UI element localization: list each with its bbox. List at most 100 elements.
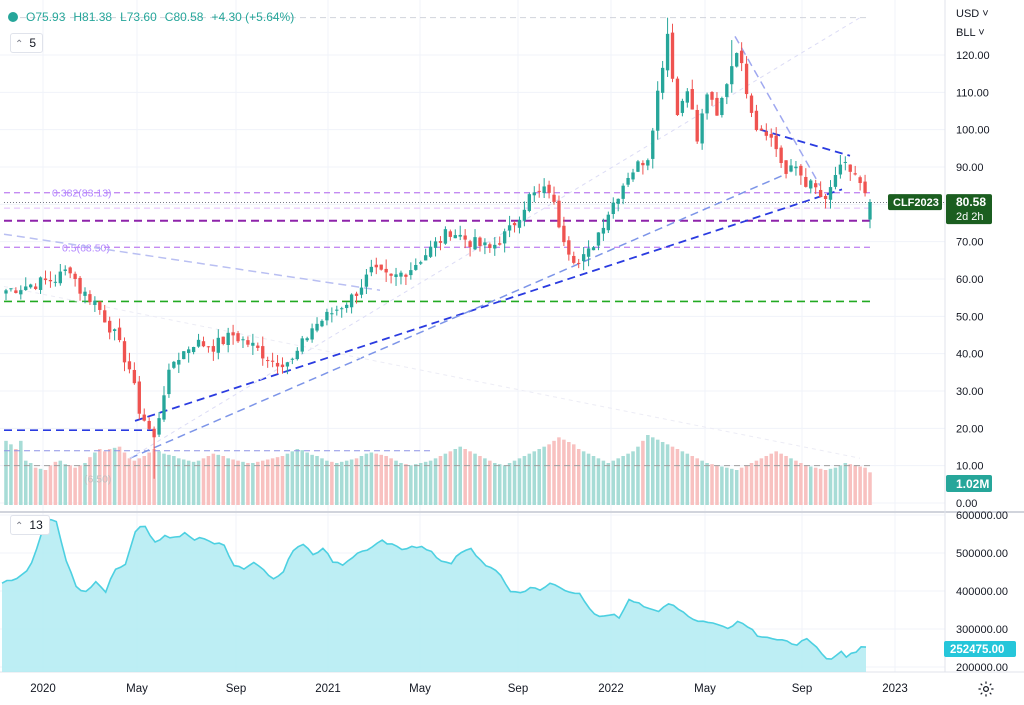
candle-body xyxy=(656,90,660,131)
volume-bar xyxy=(601,460,606,505)
volume-bar xyxy=(107,449,112,505)
candle-body xyxy=(517,219,522,228)
candle xyxy=(4,288,8,301)
candle xyxy=(285,361,290,375)
candle xyxy=(557,195,561,229)
candle-body xyxy=(394,274,398,278)
trendline-descending xyxy=(734,35,821,187)
candle xyxy=(769,128,773,147)
volume-bar xyxy=(616,458,620,505)
gear-icon[interactable] xyxy=(977,680,995,698)
trendline-faint-2 xyxy=(3,285,861,459)
candle xyxy=(779,145,783,168)
main-indicator-collapse-button[interactable]: ⌃ 5 xyxy=(10,33,44,53)
volume-bar xyxy=(443,453,448,505)
ohlc-open: O75.93 xyxy=(26,10,66,24)
volume-bar xyxy=(335,463,339,505)
volume-bar xyxy=(863,467,867,505)
candle xyxy=(562,216,566,247)
volume-bar xyxy=(478,456,482,505)
volume-bar xyxy=(759,458,764,505)
candle xyxy=(335,305,339,316)
candle xyxy=(48,271,53,288)
volume-bar xyxy=(843,463,848,505)
candle-body xyxy=(611,202,615,215)
candle xyxy=(409,262,413,280)
time-axis-tick: 2021 xyxy=(315,683,341,695)
candle xyxy=(374,257,378,275)
volume-bar xyxy=(280,456,285,505)
candle xyxy=(310,323,314,343)
volume-bar xyxy=(19,440,23,505)
volume-bar xyxy=(596,458,601,505)
candle-body xyxy=(187,349,191,353)
candle-body xyxy=(527,194,532,211)
volume-bar xyxy=(384,456,388,505)
currency-selector[interactable]: USD ˅ xyxy=(956,8,989,20)
volume-bar xyxy=(542,446,546,505)
candle-body xyxy=(631,172,635,180)
candle xyxy=(493,237,497,256)
candle xyxy=(522,201,527,227)
volume-bar xyxy=(725,467,729,505)
volume-bar xyxy=(38,468,43,505)
volume-bar xyxy=(458,446,462,505)
candle-body xyxy=(369,266,374,273)
candle-body xyxy=(33,286,38,289)
volume-bar xyxy=(823,470,828,505)
volume-bar xyxy=(527,453,532,505)
candle xyxy=(216,329,220,360)
candle-body xyxy=(246,340,250,345)
candle-body xyxy=(621,185,625,199)
candle-body xyxy=(453,235,457,239)
candle-body xyxy=(152,428,156,438)
candle-body xyxy=(685,91,689,103)
volume-bar xyxy=(28,463,33,505)
price-axis-tick: 20.00 xyxy=(956,423,984,435)
volume-bar xyxy=(794,460,798,505)
volume-bar xyxy=(58,460,63,505)
candle xyxy=(848,164,852,181)
trendline-early xyxy=(3,233,381,291)
volume-bar xyxy=(290,451,295,505)
candle xyxy=(98,301,102,315)
volume-bar xyxy=(122,452,127,505)
candle-body xyxy=(68,267,72,274)
price-axis-tick: 120.00 xyxy=(956,50,990,62)
time-axis-tick: Sep xyxy=(226,683,246,695)
unit-selector[interactable]: BLL ˅ xyxy=(956,27,985,39)
volume-bar xyxy=(868,472,872,505)
price-axis-tick: 100.00 xyxy=(956,125,990,137)
candle-body xyxy=(29,284,33,288)
volume-bar xyxy=(88,457,92,505)
price-axis-tick: 70.00 xyxy=(956,237,984,249)
volume-bar xyxy=(631,451,635,505)
volume-bar xyxy=(453,449,458,505)
volume-bar xyxy=(497,464,502,505)
volume-bar xyxy=(43,470,48,505)
candle xyxy=(132,362,137,385)
candle xyxy=(236,330,240,343)
volume-bar xyxy=(784,456,788,505)
candle-body xyxy=(562,225,566,243)
candle-body xyxy=(537,190,541,192)
candle-body xyxy=(478,237,482,246)
candle-body xyxy=(725,84,729,97)
volume-bar xyxy=(660,442,665,505)
volume-bar xyxy=(567,442,571,505)
candle xyxy=(744,56,749,99)
candle xyxy=(735,52,739,68)
time-axis-tick: 2023 xyxy=(882,683,908,695)
candle xyxy=(799,164,803,185)
candle-body xyxy=(266,360,270,362)
candle xyxy=(473,229,477,251)
volume-bar xyxy=(744,465,749,505)
sub-indicator-collapse-button[interactable]: ⌃ 13 xyxy=(10,515,50,535)
candle xyxy=(611,197,615,219)
candle-body xyxy=(507,225,512,231)
candle xyxy=(127,352,132,374)
candle-body xyxy=(73,273,77,280)
candle-body xyxy=(162,395,166,420)
candle xyxy=(112,328,117,341)
